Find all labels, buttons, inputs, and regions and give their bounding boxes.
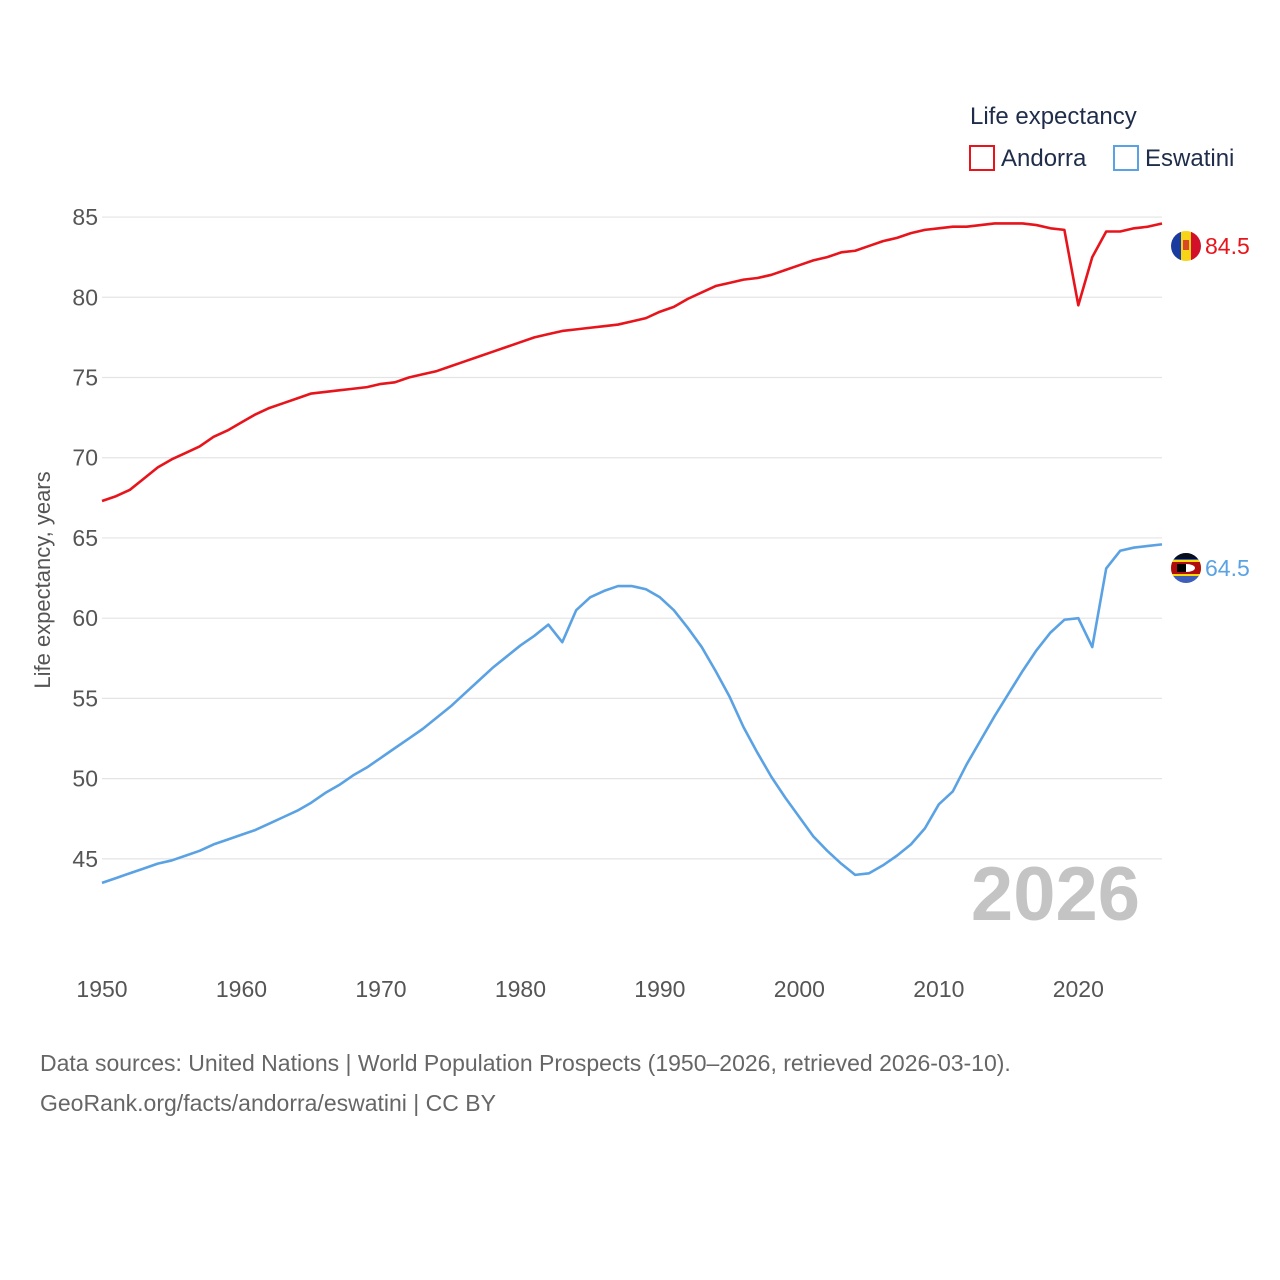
legend-label-eswatini[interactable]: Eswatini bbox=[1145, 145, 1234, 172]
source-note: Data sources: United Nations | World Pop… bbox=[40, 1043, 1011, 1123]
source-line-1: Data sources: United Nations | World Pop… bbox=[40, 1050, 1011, 1076]
gridlines bbox=[102, 216, 1162, 860]
y-tick-label: 75 bbox=[72, 364, 98, 390]
series-line-andorra[interactable] bbox=[101, 222, 1163, 503]
y-tick-label: 70 bbox=[72, 445, 98, 471]
x-tick-label: 1980 bbox=[495, 976, 546, 1002]
legend-swatch-andorra[interactable] bbox=[969, 145, 995, 171]
y-tick-label: 50 bbox=[72, 766, 98, 792]
y-tick-label: 65 bbox=[72, 525, 98, 551]
x-tick-label: 2010 bbox=[913, 976, 964, 1002]
y-tick-label: 85 bbox=[72, 204, 98, 230]
x-tick-label: 1960 bbox=[216, 976, 267, 1002]
x-axis-ticks: 1950 1960 1970 1980 1990 2000 2010 2020 bbox=[76, 976, 1103, 1002]
y-axis-title: Life expectancy, years bbox=[30, 471, 55, 688]
x-tick-label: 1970 bbox=[355, 976, 406, 1002]
year-overlay: 2026 bbox=[971, 852, 1140, 937]
eswatini-end-value: 64.5 bbox=[1205, 555, 1250, 581]
y-tick-label: 45 bbox=[72, 846, 98, 872]
y-axis-ticks: 45 50 55 60 65 70 75 80 85 bbox=[72, 204, 98, 872]
andorra-end-value: 84.5 bbox=[1205, 233, 1250, 259]
legend: Life expectancy Andorra Eswatini bbox=[969, 103, 1234, 172]
legend-title: Life expectancy bbox=[970, 103, 1137, 130]
series-lines bbox=[101, 222, 1163, 885]
x-tick-label: 2000 bbox=[774, 976, 825, 1002]
eswatini-flag-icon bbox=[1171, 553, 1201, 583]
legend-swatch-eswatini[interactable] bbox=[1113, 145, 1139, 171]
legend-label-andorra[interactable]: Andorra bbox=[1001, 145, 1087, 172]
y-tick-label: 55 bbox=[72, 685, 98, 711]
y-tick-label: 80 bbox=[72, 284, 98, 310]
x-tick-label: 2020 bbox=[1053, 976, 1104, 1002]
y-tick-label: 60 bbox=[72, 605, 98, 631]
source-line-2[interactable]: GeoRank.org/facts/andorra/eswatini | CC … bbox=[40, 1090, 496, 1116]
series-line-eswatini[interactable] bbox=[101, 543, 1163, 885]
andorra-flag-icon bbox=[1171, 231, 1201, 261]
x-tick-label: 1950 bbox=[76, 976, 127, 1002]
x-tick-label: 1990 bbox=[634, 976, 685, 1002]
